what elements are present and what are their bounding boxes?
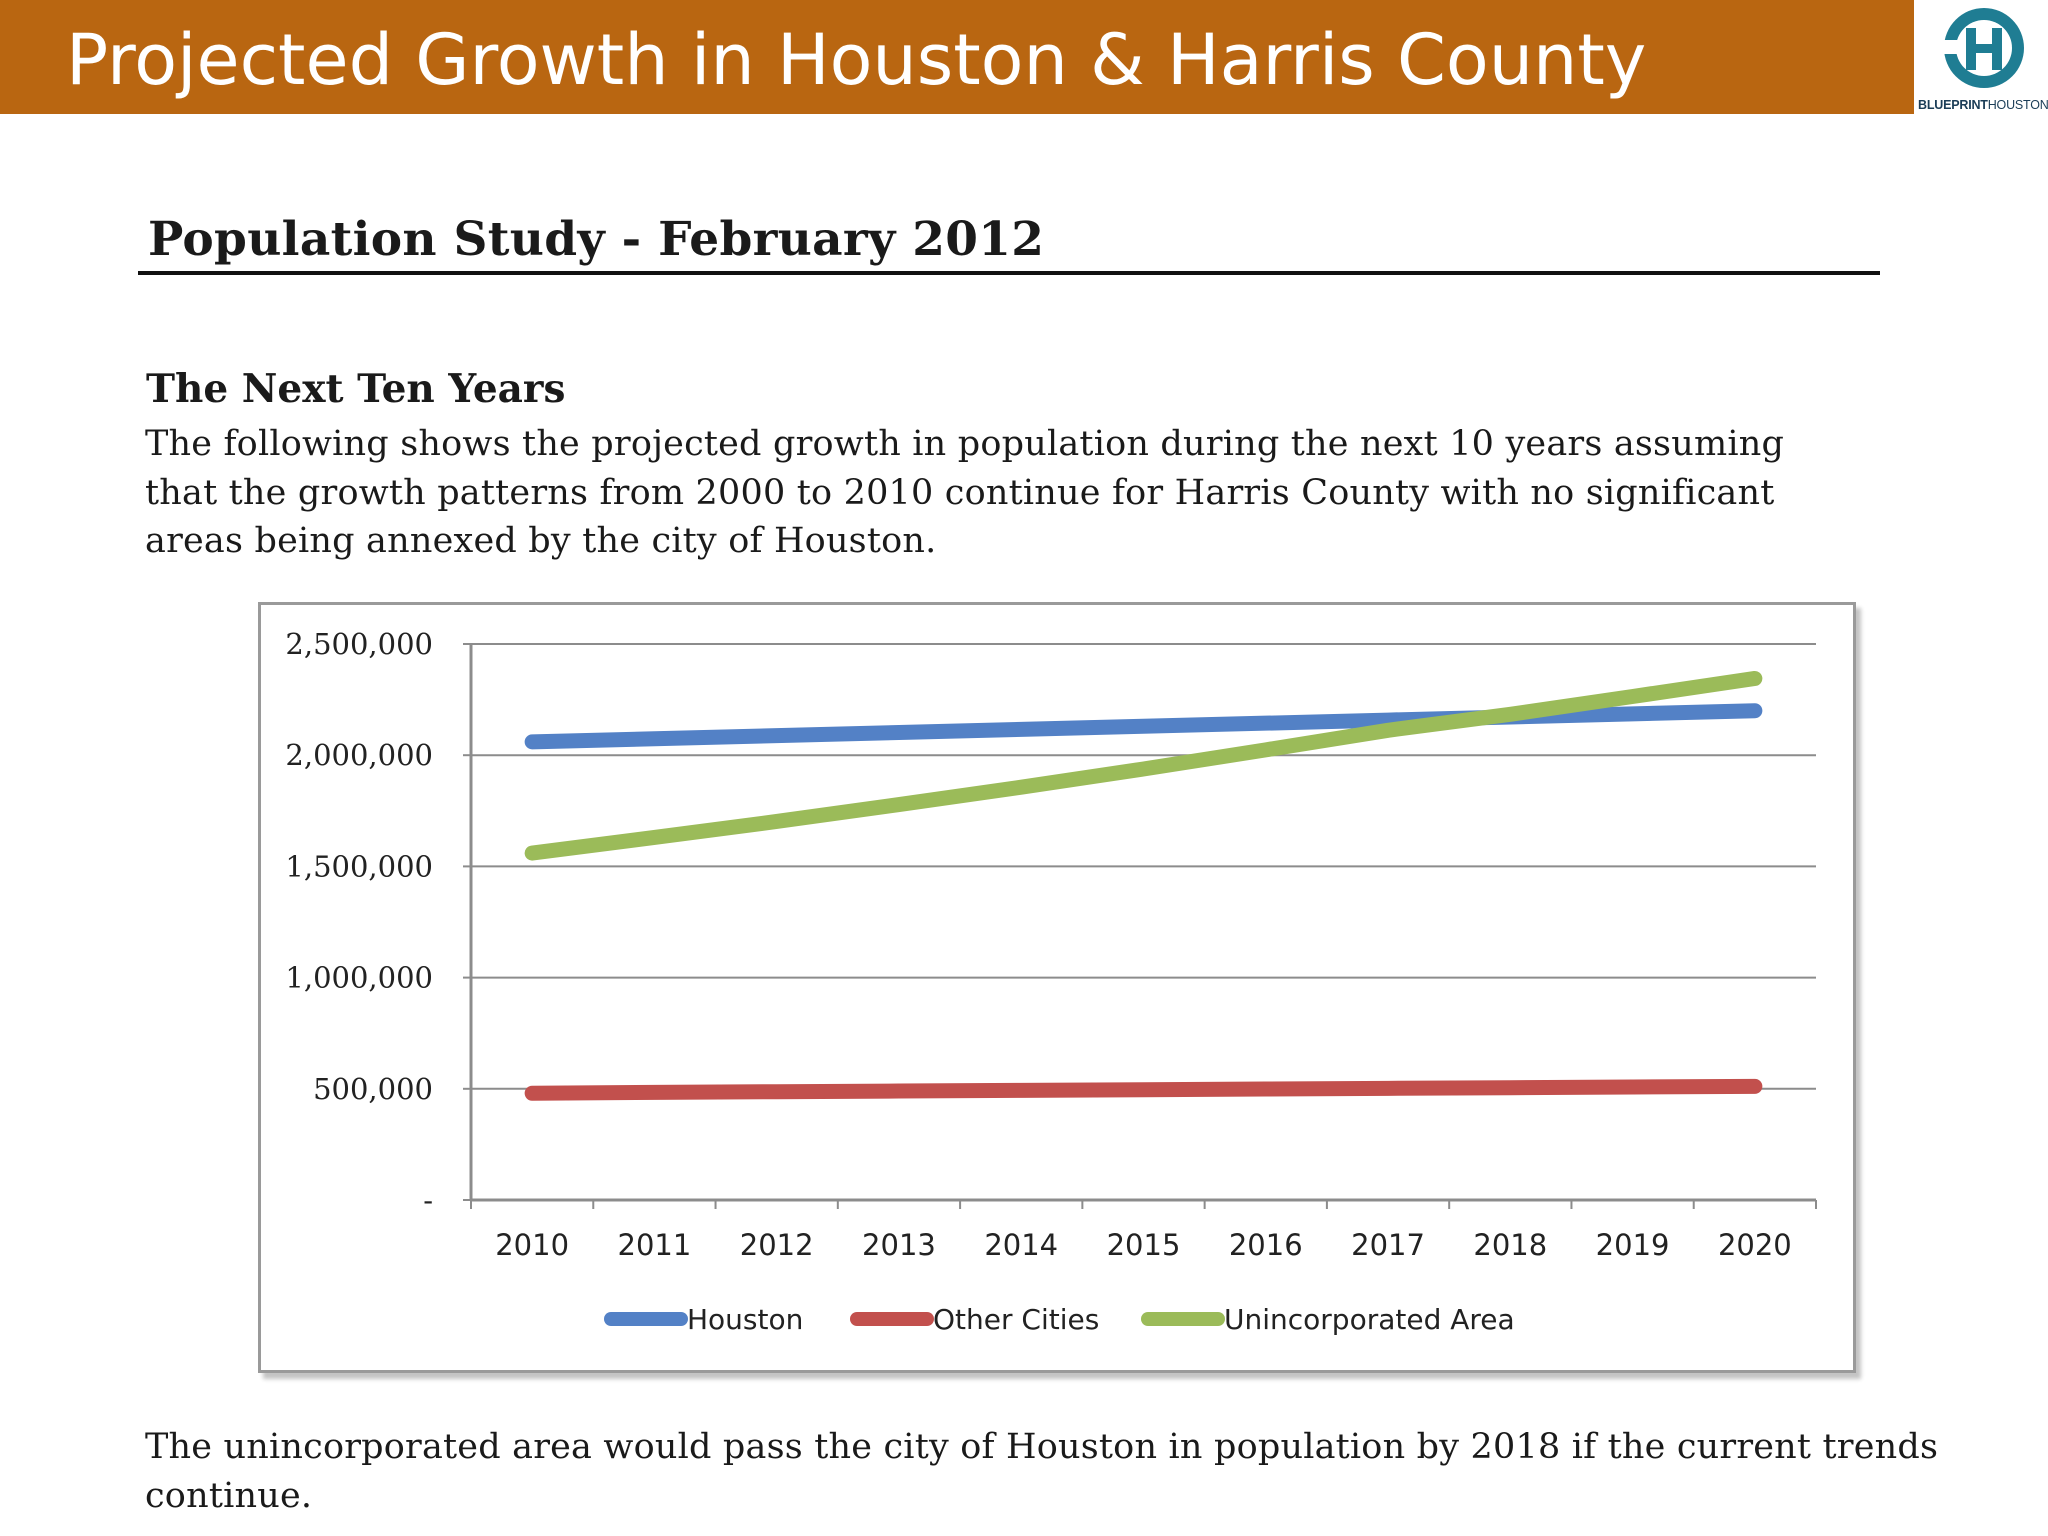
legend-label-houston: Houston [687,1303,803,1336]
x-tick-label: 2012 [740,1228,814,1262]
x-tick-label: 2017 [1351,1228,1425,1262]
slide-title: Projected Growth in Houston & Harris Cou… [66,19,1647,101]
conclusion-paragraph: The unincorporated area would pass the c… [145,1427,1939,1516]
series-line-unincorporated-area [524,670,1763,861]
intro-paragraph: The following shows the projected growth… [145,424,1785,561]
x-tick-label: 2018 [1473,1228,1547,1262]
y-tick-label: 500,000 [313,1072,433,1106]
x-tick-label: 2020 [1718,1228,1792,1262]
legend-label-other-cities: Other Cities [933,1303,1099,1336]
population-chart: - 500,000 1,000,000 1,500,000 2,000,000 2,500… [285,627,1817,1336]
x-tick-label: 2019 [1596,1228,1670,1262]
blueprint-houston-logo [1942,8,2024,88]
x-tick-label: 2011 [618,1228,692,1262]
title-bar: Projected Growth in Houston & Harris Cou… [0,0,1914,114]
study-heading: Population Study - February 2012 [148,212,1045,267]
x-tick-label: 2010 [495,1228,569,1262]
series-line-other-cities [524,1078,1763,1101]
y-tick-label: - [423,1183,433,1217]
legend-label-unincorporated-area: Unincorporated Area [1224,1303,1515,1336]
heading-rule [138,271,1880,275]
x-tick-label: 2014 [984,1228,1058,1262]
chart-frame: - 500,000 1,000,000 1,500,000 2,000,000 2,500… [258,602,1856,1373]
y-tick-label: 2,000,000 [285,738,433,772]
x-tick-label: 2015 [1107,1228,1181,1262]
x-tick-label: 2013 [862,1228,936,1262]
y-tick-label: 1,500,000 [285,849,433,883]
y-tick-label: 2,500,000 [285,627,433,661]
y-tick-label: 1,000,000 [285,961,433,995]
logo-text: BLUEPRINTHOUSTON [1918,98,2048,112]
section-heading: The Next Ten Years [146,366,566,412]
series-line-houston [524,703,1763,750]
x-tick-label: 2016 [1229,1228,1303,1262]
